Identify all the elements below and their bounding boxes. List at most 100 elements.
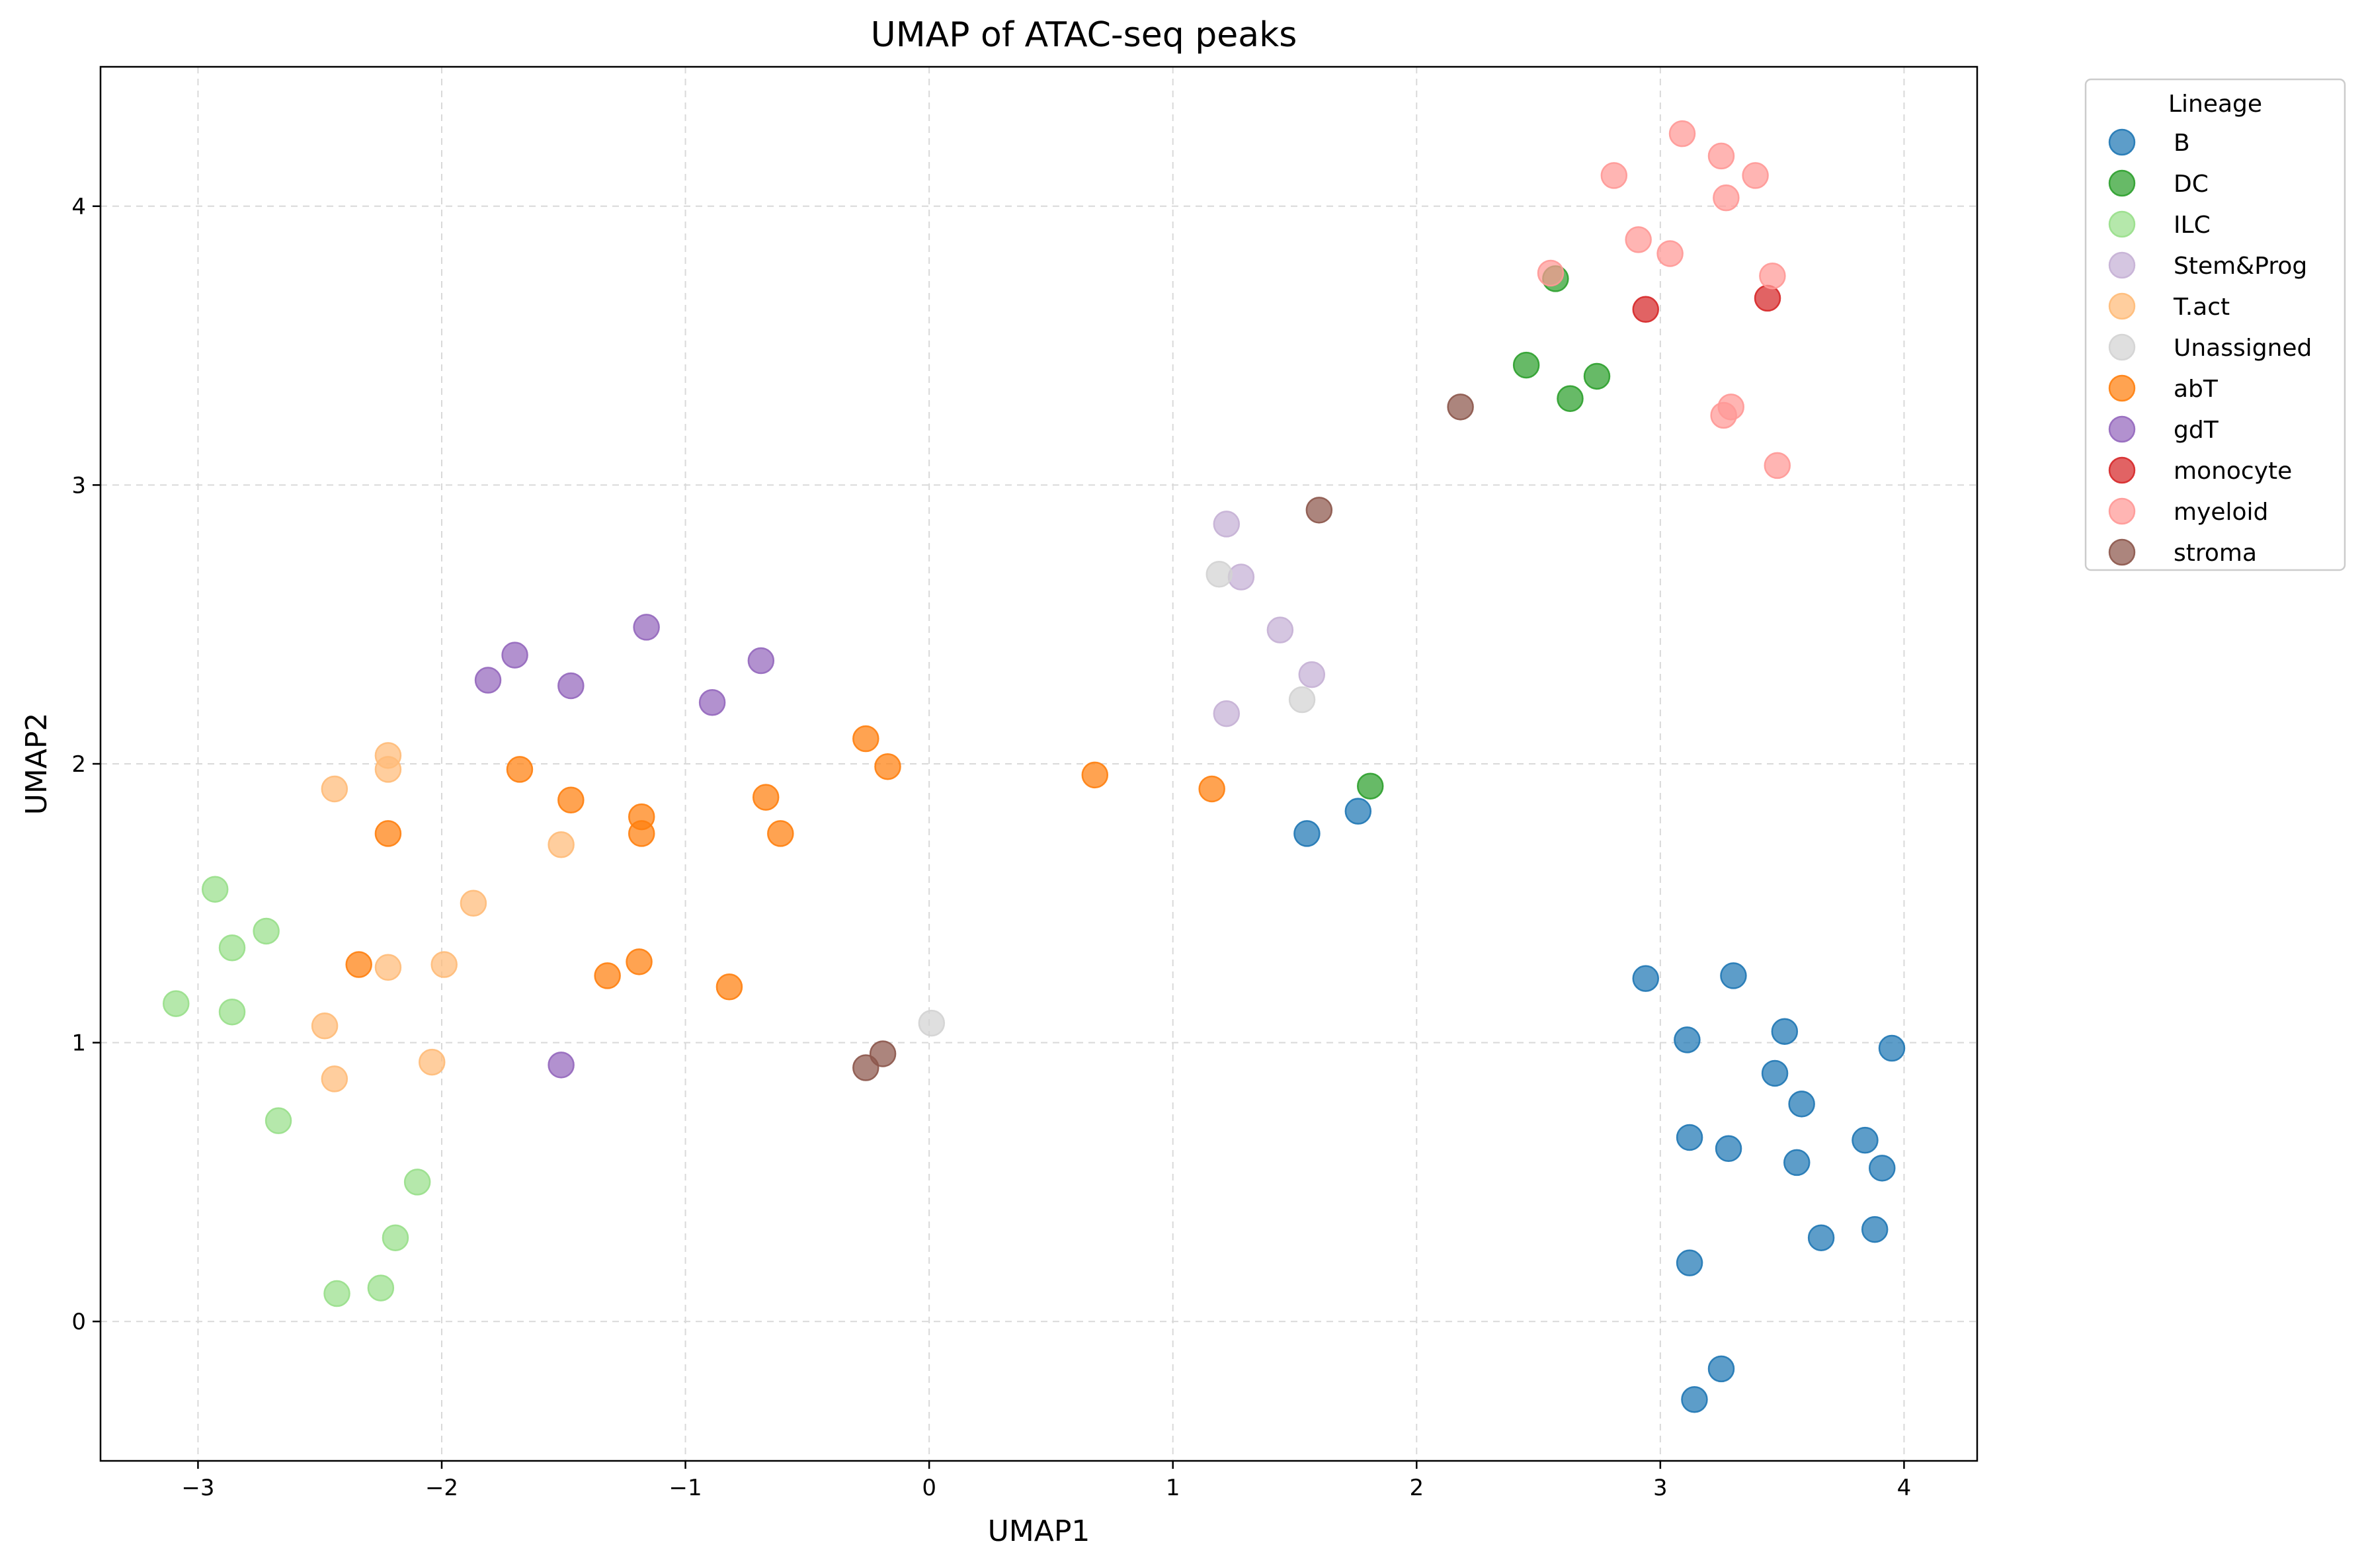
data-point <box>1512 351 1540 379</box>
data-point <box>1668 120 1696 147</box>
data-point <box>403 1169 431 1196</box>
data-point <box>430 951 458 978</box>
data-point <box>374 756 402 783</box>
series-ilc <box>163 876 431 1307</box>
data-point <box>474 667 502 694</box>
data-point <box>1861 1216 1889 1243</box>
data-point <box>1759 262 1786 290</box>
data-point <box>374 954 402 981</box>
data-point <box>311 1012 339 1040</box>
data-point <box>1742 162 1769 189</box>
x-tick-label: 0 <box>922 1475 936 1501</box>
data-point <box>557 672 585 700</box>
series-myeloid <box>1537 120 1791 479</box>
data-point <box>747 647 775 675</box>
data-point <box>253 917 280 945</box>
data-point <box>1788 1091 1815 1118</box>
x-tick-label: 1 <box>1166 1475 1180 1501</box>
legend-label: B <box>2174 130 2190 157</box>
data-point <box>1713 184 1740 212</box>
data-points <box>163 120 1906 1413</box>
data-point <box>1213 700 1241 727</box>
legend-marker <box>2108 456 2136 484</box>
data-point <box>506 756 534 783</box>
y-axis-label: UMAP2 <box>20 713 54 815</box>
x-tick-label: −1 <box>669 1475 702 1501</box>
data-point <box>852 725 879 753</box>
data-point <box>1720 962 1747 989</box>
x-tick-label: 4 <box>1897 1475 1912 1501</box>
y-tick-label: 0 <box>71 1309 86 1335</box>
data-point <box>918 1009 946 1037</box>
x-tick-label: −2 <box>425 1475 458 1501</box>
legend-marker <box>2108 210 2136 238</box>
legend-marker <box>2108 128 2136 156</box>
data-point <box>1205 561 1233 588</box>
data-point <box>548 831 575 858</box>
data-point <box>218 934 246 962</box>
data-point <box>1761 1059 1789 1087</box>
data-point <box>382 1224 409 1251</box>
legend-label: gdT <box>2174 417 2219 444</box>
series-gdt <box>474 614 775 1079</box>
data-point <box>1869 1155 1896 1182</box>
data-point <box>1293 820 1321 847</box>
legend-marker <box>2108 169 2136 197</box>
data-point <box>163 990 190 1017</box>
chart-title: UMAP of ATAC-seq peaks <box>871 15 1297 55</box>
legend-label: ILC <box>2174 212 2211 239</box>
axis-ticks: −3 −2 −1 0 1 2 3 4 0 1 2 3 4 <box>71 194 1911 1501</box>
legend-label: stroma <box>2174 540 2257 567</box>
series-monocyte <box>1632 284 1781 323</box>
data-point <box>323 1280 350 1307</box>
data-point <box>594 962 621 989</box>
data-point <box>1288 686 1316 714</box>
legend-marker <box>2108 251 2136 279</box>
legend-marker <box>2108 333 2136 361</box>
data-point <box>1674 1026 1701 1053</box>
x-tick-label: 2 <box>1409 1475 1424 1501</box>
data-point <box>1754 284 1781 312</box>
data-point <box>1715 1135 1742 1163</box>
legend-marker <box>2108 292 2136 320</box>
data-point <box>501 641 528 669</box>
legend-label: T.act <box>2173 294 2230 321</box>
data-point <box>265 1107 292 1134</box>
data-point <box>1447 393 1474 421</box>
data-point <box>1681 1385 1708 1413</box>
data-point <box>1707 1355 1735 1383</box>
data-point <box>1676 1124 1703 1151</box>
data-point <box>1583 362 1611 390</box>
series-abt <box>345 725 1225 1001</box>
data-point <box>1807 1224 1835 1251</box>
data-point <box>548 1052 575 1079</box>
data-point <box>201 876 229 903</box>
y-tick-label: 3 <box>71 472 86 499</box>
y-tick-label: 1 <box>71 1030 86 1057</box>
series-unassigned <box>918 561 1316 1037</box>
legend-marker <box>2108 374 2136 402</box>
x-axis-label: UMAP1 <box>988 1514 1090 1548</box>
data-point <box>1298 661 1326 688</box>
series-t-act <box>311 742 575 1093</box>
series-stroma <box>852 393 1474 1081</box>
legend-label: monocyte <box>2174 458 2292 485</box>
legend-label: Stem&Prog <box>2174 253 2307 280</box>
data-point <box>321 775 348 803</box>
series-b <box>1293 798 1906 1413</box>
x-tick-label: −3 <box>181 1475 214 1501</box>
data-point <box>1344 798 1372 825</box>
data-point <box>1771 1018 1799 1045</box>
legend-marker <box>2108 538 2136 566</box>
legend-label: DC <box>2174 171 2209 198</box>
series-dc <box>1357 265 1611 800</box>
legend-title: Lineage <box>2168 91 2262 118</box>
data-point <box>1557 385 1584 412</box>
legend-box <box>2084 78 2346 571</box>
data-point <box>628 820 655 847</box>
data-point <box>321 1065 348 1093</box>
data-point <box>1764 452 1791 479</box>
y-tick-label: 2 <box>71 751 86 778</box>
